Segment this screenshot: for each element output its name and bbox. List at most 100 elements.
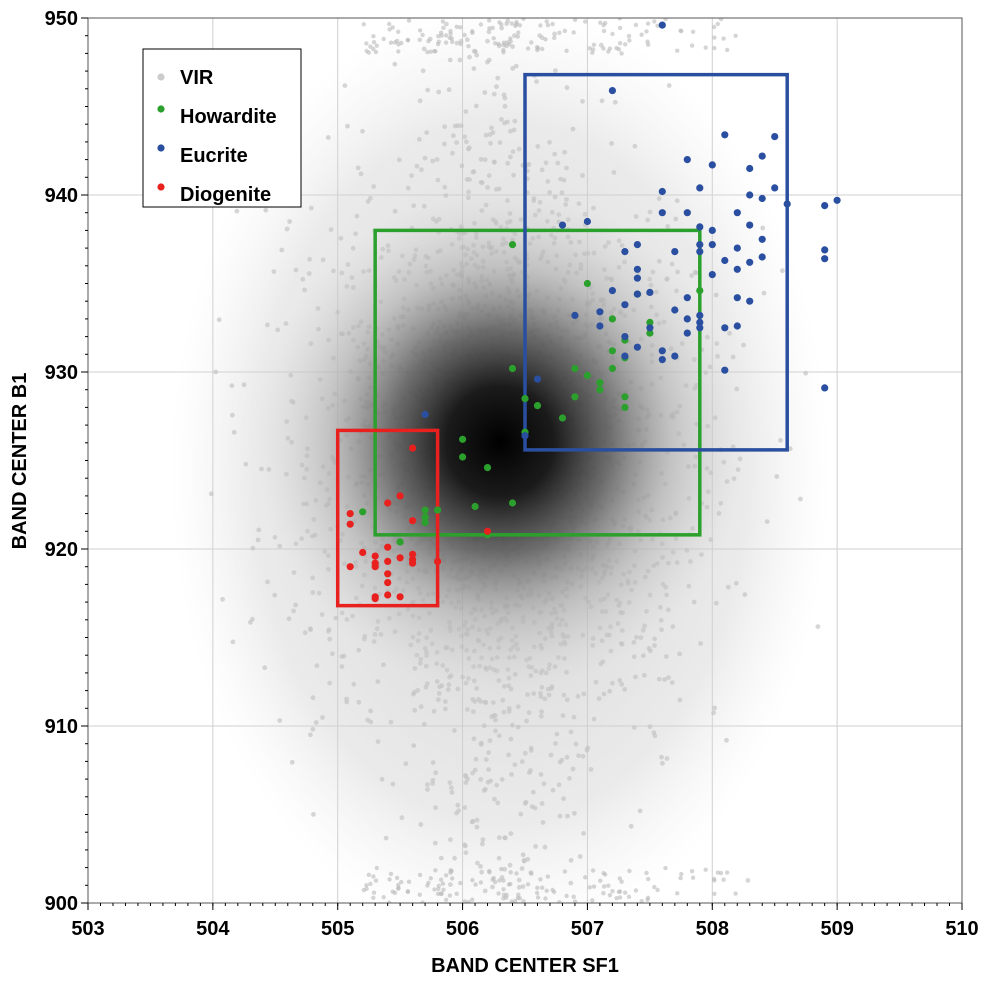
vir-point xyxy=(396,882,401,888)
vir-point xyxy=(467,54,472,60)
vir-point xyxy=(265,322,270,328)
eucrite-point xyxy=(746,297,754,305)
y-axis-title: BAND CENTER B1 xyxy=(9,373,31,550)
vir-point xyxy=(302,630,308,636)
vir-point xyxy=(358,171,364,177)
vir-point xyxy=(539,167,545,173)
vir-point xyxy=(436,691,442,696)
vir-point xyxy=(517,23,523,28)
vir-point xyxy=(371,34,376,39)
vir-point xyxy=(339,664,345,669)
vir-point xyxy=(619,51,624,56)
vir-point xyxy=(365,717,371,723)
vir-point xyxy=(637,808,643,814)
vir-point xyxy=(506,752,511,758)
eucrite-point xyxy=(608,87,617,95)
vir-point xyxy=(465,707,470,712)
eucrite-point xyxy=(658,347,666,355)
vir-point xyxy=(583,19,588,24)
vir-point xyxy=(485,38,490,44)
vir-point xyxy=(565,813,570,819)
howardite-point xyxy=(508,364,517,373)
legend-label-diogenite: Diogenite xyxy=(180,184,271,206)
vir-point xyxy=(774,474,780,479)
vir-point xyxy=(356,699,362,705)
vir-point xyxy=(454,40,460,46)
vir-point xyxy=(381,662,386,668)
vir-point xyxy=(553,741,558,746)
vir-point xyxy=(584,747,590,753)
vir-point xyxy=(306,271,312,276)
eucrite-point xyxy=(733,209,741,217)
eucrite-point xyxy=(621,333,629,341)
vir-point xyxy=(571,894,576,899)
vir-point xyxy=(564,85,570,91)
vir-point xyxy=(388,719,394,725)
vir-point xyxy=(698,641,703,646)
vir-point xyxy=(509,899,514,903)
vir-point xyxy=(462,805,468,810)
vir-point xyxy=(496,186,502,192)
vir-point xyxy=(474,52,480,58)
vir-point xyxy=(617,895,623,900)
vir-point xyxy=(396,29,401,34)
vir-point xyxy=(371,890,377,895)
vir-point xyxy=(396,49,401,54)
vir-point xyxy=(572,810,577,816)
selection-box xyxy=(335,428,440,608)
data-points xyxy=(346,21,841,603)
vir-point xyxy=(623,890,628,895)
howardite-point xyxy=(646,318,654,326)
vir-point xyxy=(511,127,517,133)
vir-point xyxy=(243,461,249,467)
vir-point xyxy=(497,140,503,146)
diogenite-point xyxy=(384,579,392,587)
legend-marker-howardite xyxy=(157,105,165,113)
vir-point xyxy=(525,46,531,51)
vir-point xyxy=(486,29,492,35)
vir-point xyxy=(501,92,507,98)
vir-point xyxy=(373,49,379,55)
vir-point xyxy=(552,889,557,895)
vir-point xyxy=(494,782,500,788)
vir-point xyxy=(760,225,766,231)
vir-point xyxy=(529,40,534,45)
vir-point xyxy=(553,68,558,73)
vir-point xyxy=(552,35,557,41)
vir-point xyxy=(611,170,617,175)
vir-point xyxy=(371,874,376,879)
vir-point xyxy=(364,886,369,891)
vir-point xyxy=(745,878,751,883)
vir-point xyxy=(538,772,544,777)
vir-point xyxy=(496,891,501,896)
vir-point xyxy=(364,883,369,888)
vir-point xyxy=(462,134,467,140)
vir-point xyxy=(663,18,668,22)
vir-point xyxy=(601,691,607,697)
vir-point xyxy=(516,877,522,883)
vir-point xyxy=(588,767,594,772)
vir-point xyxy=(374,865,379,871)
vir-point xyxy=(379,776,385,782)
eucrite-point xyxy=(721,131,729,139)
eucrite-point xyxy=(733,322,741,330)
vir-point xyxy=(275,327,281,333)
vir-point xyxy=(539,801,545,806)
eucrite-point xyxy=(683,294,691,302)
vir-point xyxy=(617,677,623,683)
vir-point xyxy=(499,117,504,122)
vir-point xyxy=(436,89,442,95)
vir-point xyxy=(436,883,441,888)
vir-point xyxy=(375,739,381,744)
howardite-point xyxy=(396,538,404,546)
vir-point xyxy=(279,247,285,253)
vir-point xyxy=(470,709,476,714)
vir-point xyxy=(718,870,724,876)
vir-point xyxy=(366,872,371,877)
selection-boxes xyxy=(335,72,789,608)
vir-point xyxy=(425,87,431,93)
vir-point xyxy=(564,893,569,899)
vir-point xyxy=(568,729,574,735)
vir-point xyxy=(442,184,448,190)
vir-point xyxy=(483,757,489,762)
